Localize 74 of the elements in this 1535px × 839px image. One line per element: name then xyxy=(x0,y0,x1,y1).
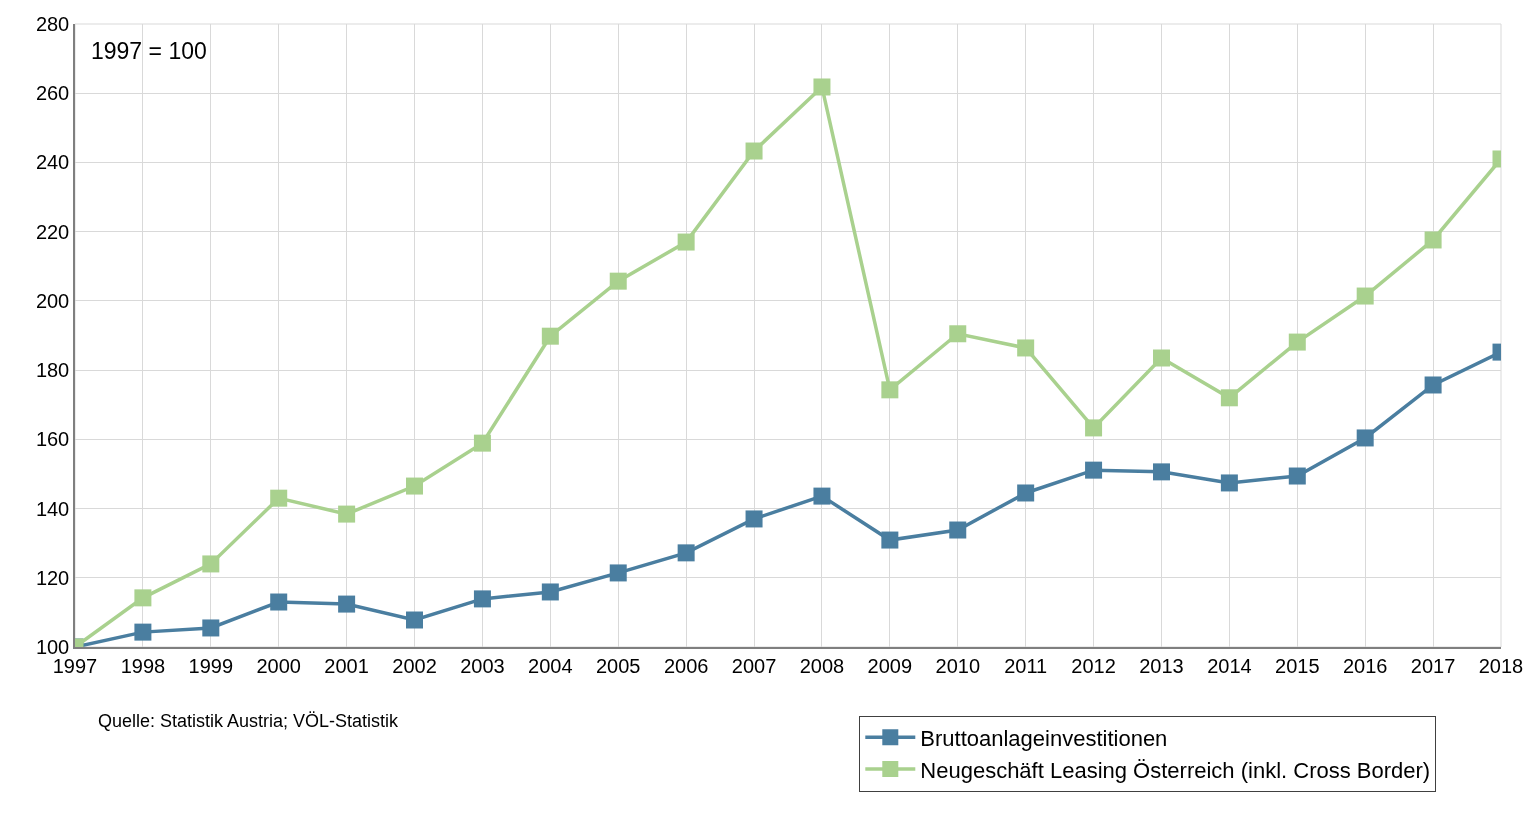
y-tick-label: 240 xyxy=(35,151,70,174)
point xyxy=(338,595,356,613)
x-tick-label: 2014 xyxy=(1207,654,1252,677)
point xyxy=(1424,231,1442,249)
legend-label: Neugeschäft Leasing Österreich (inkl. Cross Border) xyxy=(920,757,1431,783)
point xyxy=(1288,467,1306,485)
point xyxy=(1017,484,1035,502)
point xyxy=(1152,463,1170,481)
point xyxy=(677,233,695,251)
y-tick-label: 260 xyxy=(35,82,70,105)
point xyxy=(949,325,967,343)
point xyxy=(813,78,831,96)
y-tick-label: 120 xyxy=(35,566,70,589)
annotation: 1997 = 100 xyxy=(91,38,207,64)
source-note: Quelle: Statistik Austria; VÖL-Statistik xyxy=(98,711,400,731)
point xyxy=(881,381,899,399)
point xyxy=(270,593,288,611)
point xyxy=(1152,349,1170,367)
point xyxy=(1085,419,1103,437)
point xyxy=(406,611,424,629)
point xyxy=(745,142,763,160)
x-tick-label: 2009 xyxy=(867,654,913,677)
x-tick-label: 1998 xyxy=(120,654,166,677)
x-tick-label: 2006 xyxy=(663,654,709,677)
x-tick-label: 2008 xyxy=(799,654,845,677)
point xyxy=(1017,339,1035,357)
point xyxy=(134,589,152,607)
x-tick-label: 2011 xyxy=(1004,654,1048,677)
point xyxy=(541,327,559,345)
x-tick-label: 2013 xyxy=(1139,654,1184,677)
point xyxy=(1356,287,1374,305)
point xyxy=(609,272,627,290)
point xyxy=(202,555,220,573)
point xyxy=(1220,389,1238,407)
point xyxy=(473,590,491,608)
y-tick-label: 160 xyxy=(35,428,70,451)
x-tick-label: 2017 xyxy=(1410,654,1456,677)
point xyxy=(609,564,627,582)
point xyxy=(813,487,831,505)
y-tick-label: 180 xyxy=(35,359,70,382)
point xyxy=(202,619,220,637)
y-tick-label: 220 xyxy=(35,220,70,243)
y-tick-label: 200 xyxy=(35,289,70,312)
x-tick-label: 2005 xyxy=(595,654,641,677)
x-tick-label: 2010 xyxy=(935,654,981,677)
x-tick-label: 2003 xyxy=(460,654,505,677)
point xyxy=(1220,474,1238,492)
point xyxy=(541,583,559,601)
point xyxy=(473,434,491,452)
point xyxy=(1085,461,1103,479)
point xyxy=(745,510,763,528)
point xyxy=(338,505,356,523)
point xyxy=(270,489,288,507)
point xyxy=(677,544,695,562)
x-tick-label: 2000 xyxy=(256,654,301,677)
x-tick-label: 2001 xyxy=(324,654,369,677)
point xyxy=(1424,376,1442,394)
point xyxy=(134,623,152,641)
y-tick-label: 280 xyxy=(35,13,70,35)
legend-label: Bruttoanlageinvestitionen xyxy=(920,725,1168,751)
x-tick-label: 2002 xyxy=(392,654,437,677)
point xyxy=(1288,333,1306,351)
x-tick-label: 2012 xyxy=(1071,654,1116,677)
point xyxy=(1356,429,1374,447)
x-tick-label: 2018 xyxy=(1478,654,1524,677)
y-tick-label: 140 xyxy=(35,497,70,520)
x-tick-label: 1999 xyxy=(188,654,234,677)
x-tick-label: 2007 xyxy=(731,654,777,677)
point xyxy=(406,477,424,495)
point xyxy=(881,531,899,549)
x-tick-label: 2016 xyxy=(1342,654,1388,677)
x-tick-label: 2004 xyxy=(528,654,573,677)
x-tick-label: 2015 xyxy=(1275,654,1320,677)
point xyxy=(949,521,967,539)
